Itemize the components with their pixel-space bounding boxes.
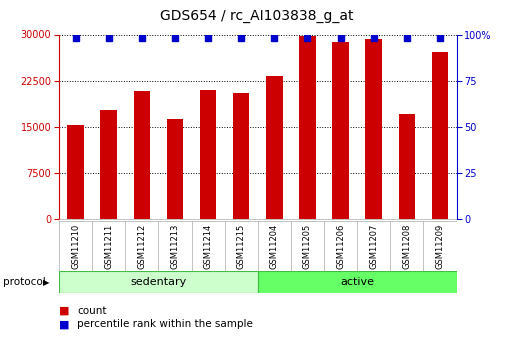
Bar [233, 93, 249, 219]
Bar [59, 271, 258, 293]
Bar [266, 76, 283, 219]
Text: GSM11206: GSM11206 [336, 223, 345, 269]
Text: GDS654 / rc_AI103838_g_at: GDS654 / rc_AI103838_g_at [160, 9, 353, 23]
Bar [299, 36, 316, 219]
Bar [101, 110, 117, 219]
Bar [332, 42, 349, 219]
Text: GSM11214: GSM11214 [204, 223, 212, 268]
Text: ■: ■ [59, 319, 69, 329]
Bar [365, 39, 382, 219]
Text: GSM11204: GSM11204 [270, 223, 279, 268]
Text: GSM11215: GSM11215 [236, 223, 246, 268]
Text: percentile rank within the sample: percentile rank within the sample [77, 319, 253, 329]
Text: GSM11208: GSM11208 [402, 223, 411, 269]
Text: GSM11212: GSM11212 [137, 223, 146, 268]
Text: GSM11207: GSM11207 [369, 223, 378, 269]
Text: ■: ■ [59, 306, 69, 315]
Text: sedentary: sedentary [130, 277, 187, 287]
Text: protocol: protocol [3, 277, 45, 287]
Bar [167, 119, 183, 219]
Text: GSM11210: GSM11210 [71, 223, 80, 268]
Text: count: count [77, 306, 107, 315]
Bar [432, 52, 448, 219]
Bar [258, 271, 457, 293]
Text: active: active [340, 277, 374, 287]
Text: GSM11213: GSM11213 [170, 223, 180, 269]
Text: GSM11205: GSM11205 [303, 223, 312, 268]
Bar [133, 91, 150, 219]
Bar [399, 115, 415, 219]
Bar [67, 125, 84, 219]
Text: GSM11211: GSM11211 [104, 223, 113, 268]
Bar [200, 90, 216, 219]
Text: ▶: ▶ [43, 277, 49, 287]
Text: GSM11209: GSM11209 [436, 223, 444, 268]
